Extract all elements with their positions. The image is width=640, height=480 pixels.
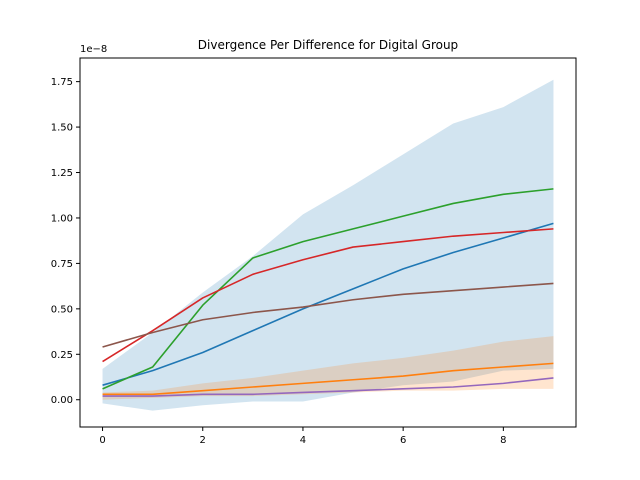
- y-tick-label: 1.00: [51, 213, 73, 224]
- confidence-band-2: [102, 336, 554, 400]
- x-axis-ticks: 0 2 4 6 8: [99, 427, 507, 446]
- x-tick-label: 2: [200, 435, 206, 446]
- y-tick-label: 0.50: [51, 304, 73, 315]
- confidence-bands: [102, 79, 554, 411]
- series-lines: [102, 188, 554, 397]
- x-tick-label: 0: [99, 435, 105, 446]
- series-line-2: [102, 362, 554, 396]
- x-tick-label: 8: [500, 435, 506, 446]
- x-tick-label: 4: [300, 435, 306, 446]
- y-tick-label: 0.00: [51, 395, 73, 406]
- x-tick-label: 6: [400, 435, 406, 446]
- y-tick-label: 1.75: [51, 77, 73, 88]
- y-tick-label: 0.75: [51, 259, 73, 270]
- series-line-5: [102, 377, 554, 397]
- series-line-6: [102, 282, 554, 348]
- confidence-band-1: [102, 79, 554, 411]
- series-line-3: [102, 188, 554, 390]
- y-tick-label: 1.25: [51, 168, 73, 179]
- y-tick-label: 0.25: [51, 350, 73, 361]
- y-scale-note: 1e−8: [80, 44, 107, 55]
- plot-frame: [79, 57, 577, 428]
- series-line-1: [102, 222, 554, 386]
- axes: [79, 57, 577, 428]
- chart-title: Divergence Per Difference for Digital Gr…: [198, 38, 458, 52]
- y-tick-label: 1.50: [51, 123, 73, 134]
- series-line-4: [102, 228, 554, 363]
- y-axis-ticks: 0.00 0.25 0.50 0.75 1.00 1.25 1.50 1.75: [51, 77, 80, 406]
